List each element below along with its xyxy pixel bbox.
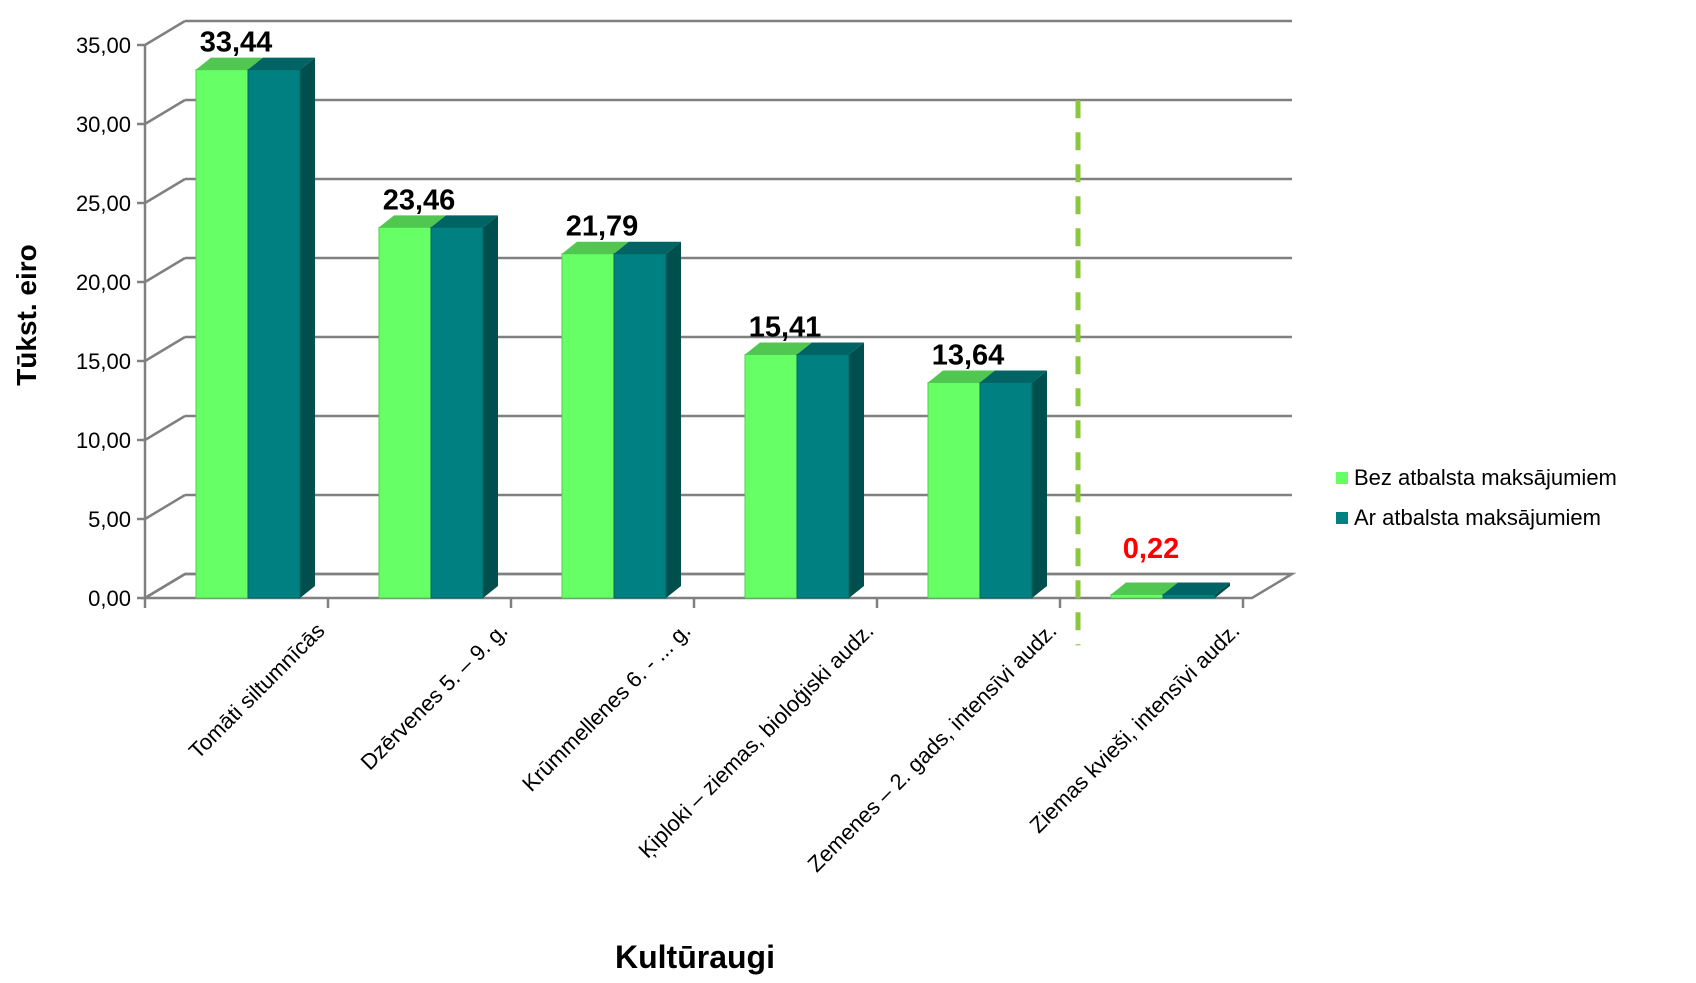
y-tick-label: 10,00	[76, 428, 131, 453]
category-label-0: Tomāti siltumnīcās	[184, 618, 330, 764]
bar-top	[928, 370, 995, 383]
bar-top	[614, 241, 681, 254]
data-label-4: 13,64	[932, 339, 1005, 371]
bar-front	[195, 69, 249, 599]
bar-top	[1163, 582, 1230, 595]
bar-front	[430, 226, 484, 599]
bar-front	[744, 354, 798, 599]
data-label-5: 0,22	[1123, 533, 1179, 565]
data-label-3: 15,41	[749, 312, 822, 344]
bar-top	[745, 342, 812, 355]
data-label-1: 23,46	[383, 184, 456, 216]
y-axis-title: Tūkst. eiro	[11, 244, 42, 386]
bar-top	[248, 57, 315, 70]
x-axis-title: Kultūraugi	[615, 939, 775, 975]
gridline-side	[144, 177, 186, 205]
bar-side	[849, 342, 864, 598]
bar-front	[927, 381, 981, 599]
legend: Bez atbalsta maksājumiem Ar atbalsta mak…	[1336, 458, 1617, 538]
bar-ar-3	[796, 342, 864, 599]
y-tick-label: 20,00	[76, 270, 131, 295]
bar-top	[196, 57, 263, 70]
gridline-side	[144, 19, 186, 47]
bar-top	[562, 241, 629, 254]
bar-side	[1215, 582, 1230, 598]
bar-ar-0	[247, 57, 315, 599]
bar-top	[379, 215, 446, 228]
bar-side	[666, 241, 681, 598]
bar-front	[1110, 594, 1164, 599]
legend-label-ar: Ar atbalsta maksājumiem	[1354, 505, 1601, 530]
y-tick-label: 30,00	[76, 112, 131, 137]
legend-swatch-ar	[1336, 512, 1348, 524]
legend-item-ar: Ar atbalsta maksājumiem	[1336, 498, 1617, 538]
y-tick-label: 25,00	[76, 191, 131, 216]
bar-front	[378, 226, 432, 599]
bar-front	[1162, 594, 1216, 599]
bar-ar-2	[613, 241, 681, 599]
bar-front	[613, 253, 667, 599]
gridline-side	[144, 98, 186, 126]
bar-front	[247, 69, 301, 599]
category-label-1: Dzērvenes 5. – 9. g.	[356, 618, 513, 775]
chart-floor	[140, 572, 1297, 600]
y-tick-label: 15,00	[76, 349, 131, 374]
bar-front	[796, 354, 850, 599]
bar-ar-1	[430, 215, 498, 599]
bar-ar-4	[979, 370, 1047, 599]
bar-front	[979, 381, 1033, 599]
legend-swatch-bez	[1336, 472, 1348, 484]
category-label-5: Ziemas kvieši, intensīvi audz.	[1025, 618, 1245, 838]
bar-side	[1032, 370, 1047, 598]
y-tick-label: 0,00	[88, 586, 131, 611]
category-label-2: Krūmmellenes 6. - ... g.	[517, 618, 695, 796]
y-tick-label: 5,00	[88, 507, 131, 532]
bar-top	[980, 370, 1047, 383]
bar-top	[431, 215, 498, 228]
data-label-2: 21,79	[566, 211, 639, 243]
legend-label-bez: Bez atbalsta maksājumiem	[1354, 465, 1617, 490]
bar-front	[561, 253, 615, 599]
bar-ar-5	[1162, 582, 1230, 599]
y-tick-label: 35,00	[76, 33, 131, 58]
gridline-side	[144, 493, 186, 521]
bar-top	[1111, 582, 1178, 595]
bar-side	[483, 215, 498, 598]
data-label-0: 33,44	[200, 27, 273, 59]
gridline-side	[144, 335, 186, 363]
legend-item-bez: Bez atbalsta maksājumiem	[1336, 458, 1617, 498]
gridline-side	[144, 414, 186, 442]
bar-top	[797, 342, 864, 355]
bar-side	[300, 57, 315, 598]
gridline-side	[144, 256, 186, 284]
